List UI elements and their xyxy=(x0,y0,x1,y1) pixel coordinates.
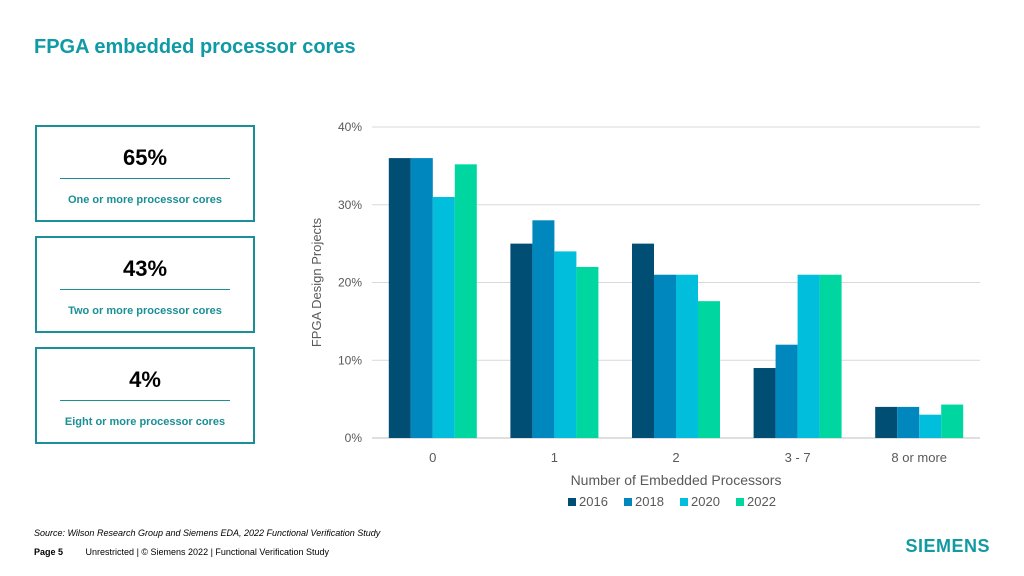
stat-card-one-or-more: 65% One or more processor cores xyxy=(35,125,255,222)
x-tick-label: 2 xyxy=(672,450,679,465)
x-tick-label: 1 xyxy=(551,450,558,465)
legend-label: 2020 xyxy=(691,494,720,509)
y-tick-label: 40% xyxy=(338,120,362,134)
bar-2018 xyxy=(897,406,920,438)
bar-2020 xyxy=(797,274,820,438)
siemens-logo: SIEMENS xyxy=(905,536,990,556)
stat-label: One or more processor cores xyxy=(67,194,223,206)
stat-value: 4% xyxy=(129,367,161,392)
y-axis-label: FPGA Design Projects xyxy=(309,217,324,347)
bar-2016 xyxy=(632,243,654,438)
card-divider xyxy=(60,400,230,401)
y-tick-label: 30% xyxy=(338,198,362,212)
legend-swatch-2018 xyxy=(624,498,632,506)
stat-card-two-or-more: 43% Two or more processor cores xyxy=(35,236,255,333)
x-tick-label: 0 xyxy=(429,450,436,465)
legend-swatch-2016 xyxy=(568,498,576,506)
bar-2020 xyxy=(432,196,455,438)
stat-value: 43% xyxy=(122,256,168,281)
footer-text: Unrestricted | © Siemens 2022 | Function… xyxy=(85,547,329,557)
bar-2018 xyxy=(654,274,676,438)
bar-2022 xyxy=(454,164,477,438)
legend-swatch-2020 xyxy=(680,498,688,506)
bar-2016 xyxy=(753,368,776,438)
bar-2022 xyxy=(576,266,599,438)
y-tick-label: 10% xyxy=(338,353,362,367)
x-tick-label: 3 - 7 xyxy=(785,450,811,465)
bar-2018 xyxy=(532,220,555,438)
bar-2018 xyxy=(410,158,433,438)
stat-value: 65% xyxy=(122,145,168,170)
footer: Page 5 Unrestricted | © Siemens 2022 | F… xyxy=(34,547,329,557)
bar-2020 xyxy=(554,251,577,438)
x-tick-label: 8 or more xyxy=(891,450,947,465)
bar-2018 xyxy=(775,344,798,438)
stat-label: Eight or more processor cores xyxy=(64,416,226,428)
page-title: FPGA embedded processor cores xyxy=(34,36,356,58)
y-tick-label: 20% xyxy=(338,276,362,290)
page-number: Page 5 xyxy=(34,547,64,557)
bar-2020 xyxy=(676,274,698,438)
y-tick-label: 0% xyxy=(345,431,363,445)
bar-2016 xyxy=(875,406,898,438)
x-axis-label: Number of Embedded Processors xyxy=(571,472,782,488)
legend-swatch-2022 xyxy=(736,498,744,506)
bar-chart: 0% 10% 20% 30% 40% 0 1 2 3 - 7 8 or more Number of… xyxy=(309,120,980,509)
bar-2016 xyxy=(388,158,411,438)
bar-2016 xyxy=(510,243,533,438)
bar-2022 xyxy=(698,301,720,438)
legend-label: 2018 xyxy=(635,494,664,509)
legend-label: 2016 xyxy=(579,494,608,509)
stat-card-eight-or-more: 4% Eight or more processor cores xyxy=(35,347,255,444)
card-divider xyxy=(60,178,230,179)
card-divider xyxy=(60,289,230,290)
bar-2022 xyxy=(819,274,842,438)
legend-label: 2022 xyxy=(747,494,776,509)
stat-label: Two or more processor cores xyxy=(68,305,222,317)
bar-2022 xyxy=(941,404,964,438)
source-note: Source: Wilson Research Group and Siemen… xyxy=(34,528,381,538)
bar-2020 xyxy=(919,414,942,438)
